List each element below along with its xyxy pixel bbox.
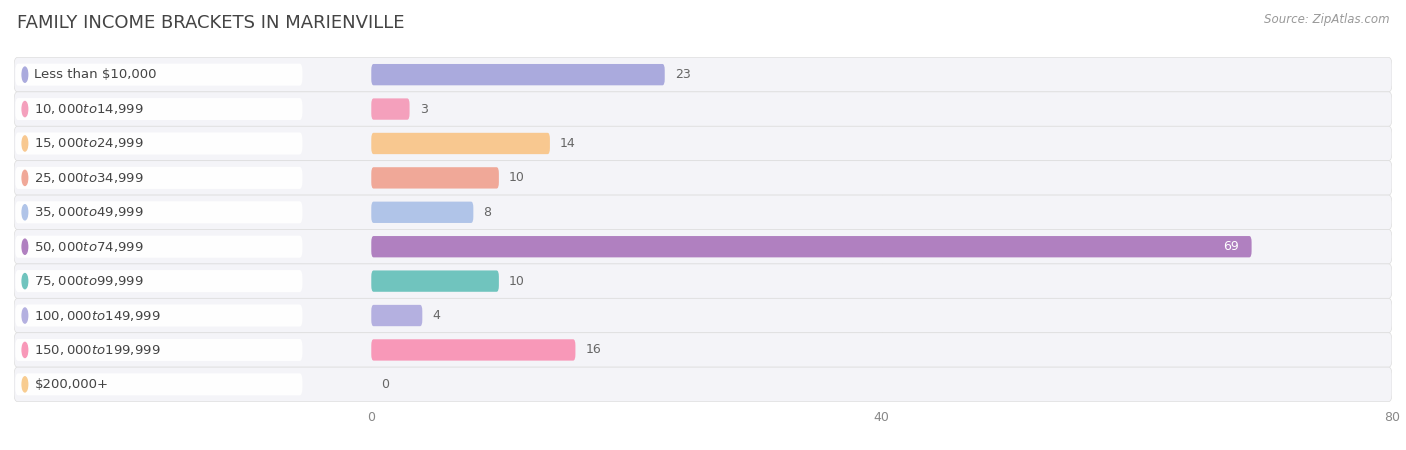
Text: 4: 4 xyxy=(433,309,440,322)
FancyBboxPatch shape xyxy=(15,167,302,189)
FancyBboxPatch shape xyxy=(371,270,499,292)
FancyBboxPatch shape xyxy=(371,202,474,223)
Circle shape xyxy=(22,308,28,323)
Text: $75,000 to $99,999: $75,000 to $99,999 xyxy=(35,274,145,288)
Text: $100,000 to $149,999: $100,000 to $149,999 xyxy=(35,309,162,323)
FancyBboxPatch shape xyxy=(371,99,409,120)
Text: 0: 0 xyxy=(381,378,389,391)
FancyBboxPatch shape xyxy=(15,236,302,258)
FancyBboxPatch shape xyxy=(14,58,1392,92)
FancyBboxPatch shape xyxy=(371,167,499,189)
Text: $200,000+: $200,000+ xyxy=(35,378,108,391)
FancyBboxPatch shape xyxy=(14,126,1392,161)
FancyBboxPatch shape xyxy=(371,339,575,360)
Circle shape xyxy=(22,67,28,82)
Circle shape xyxy=(22,377,28,392)
Text: $25,000 to $34,999: $25,000 to $34,999 xyxy=(35,171,145,185)
FancyBboxPatch shape xyxy=(15,63,302,86)
Text: Less than $10,000: Less than $10,000 xyxy=(35,68,157,81)
Text: $50,000 to $74,999: $50,000 to $74,999 xyxy=(35,240,145,254)
FancyBboxPatch shape xyxy=(15,201,302,223)
Text: FAMILY INCOME BRACKETS IN MARIENVILLE: FAMILY INCOME BRACKETS IN MARIENVILLE xyxy=(17,14,405,32)
Text: 14: 14 xyxy=(560,137,576,150)
FancyBboxPatch shape xyxy=(371,305,422,326)
Text: 10: 10 xyxy=(509,171,524,184)
Text: 23: 23 xyxy=(675,68,690,81)
Text: 69: 69 xyxy=(1223,240,1239,253)
FancyBboxPatch shape xyxy=(15,270,302,292)
Text: 8: 8 xyxy=(484,206,492,219)
FancyBboxPatch shape xyxy=(371,133,550,154)
FancyBboxPatch shape xyxy=(14,367,1392,401)
Circle shape xyxy=(22,102,28,117)
Circle shape xyxy=(22,274,28,289)
FancyBboxPatch shape xyxy=(15,339,302,361)
FancyBboxPatch shape xyxy=(14,264,1392,298)
Text: 3: 3 xyxy=(420,103,427,116)
Circle shape xyxy=(22,136,28,151)
Text: $10,000 to $14,999: $10,000 to $14,999 xyxy=(35,102,145,116)
Circle shape xyxy=(22,170,28,185)
FancyBboxPatch shape xyxy=(15,305,302,327)
Text: Source: ZipAtlas.com: Source: ZipAtlas.com xyxy=(1264,14,1389,27)
FancyBboxPatch shape xyxy=(15,132,302,154)
FancyBboxPatch shape xyxy=(14,195,1392,230)
Text: $35,000 to $49,999: $35,000 to $49,999 xyxy=(35,205,145,219)
FancyBboxPatch shape xyxy=(371,236,1251,257)
FancyBboxPatch shape xyxy=(14,333,1392,367)
FancyBboxPatch shape xyxy=(15,98,302,120)
Text: 10: 10 xyxy=(509,274,524,288)
Circle shape xyxy=(22,342,28,357)
Text: $15,000 to $24,999: $15,000 to $24,999 xyxy=(35,136,145,150)
FancyBboxPatch shape xyxy=(371,64,665,86)
Text: $150,000 to $199,999: $150,000 to $199,999 xyxy=(35,343,162,357)
Circle shape xyxy=(22,239,28,254)
FancyBboxPatch shape xyxy=(15,374,302,396)
Circle shape xyxy=(22,205,28,220)
FancyBboxPatch shape xyxy=(14,230,1392,264)
Text: 16: 16 xyxy=(586,343,602,356)
FancyBboxPatch shape xyxy=(14,92,1392,126)
FancyBboxPatch shape xyxy=(14,161,1392,195)
FancyBboxPatch shape xyxy=(14,298,1392,333)
